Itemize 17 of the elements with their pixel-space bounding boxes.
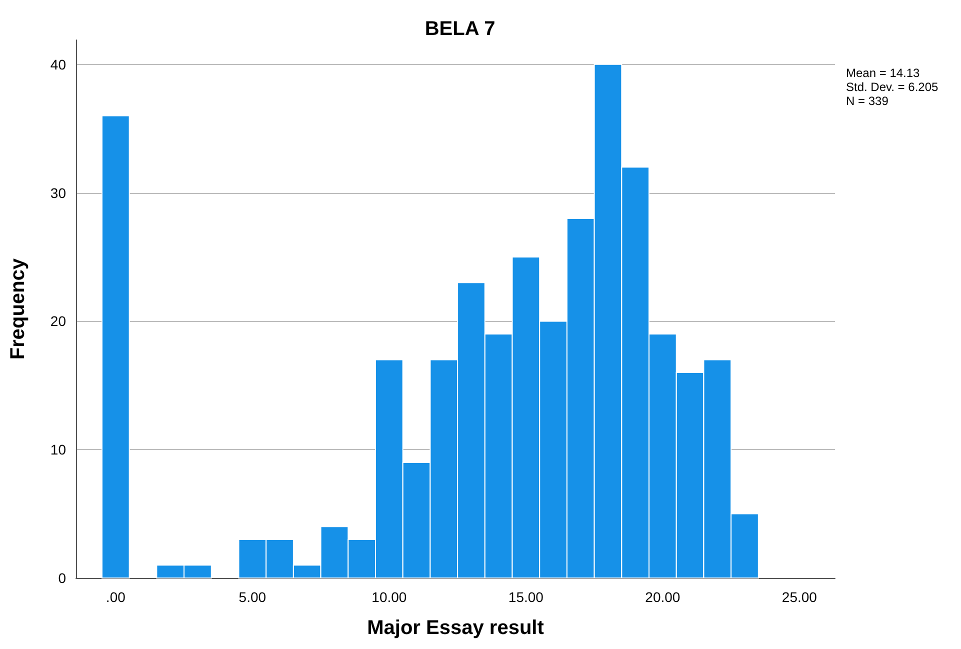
y-tick-label: 0	[58, 570, 66, 586]
x-tick-label: 5.00	[238, 589, 266, 605]
text: Mean = 14.13	[846, 66, 920, 80]
text: N = 339	[846, 94, 889, 108]
x-tick-label: .00	[106, 589, 126, 605]
chart-title: BELA 7	[424, 18, 496, 40]
x-tick-label: 25.00	[782, 589, 818, 605]
x-axis-title: Major Essay result	[367, 617, 544, 639]
text: Std. Dev. = 6.205	[846, 80, 938, 94]
x-tick-label: 15.00	[508, 589, 544, 605]
y-tick-label: 40	[50, 56, 66, 72]
y-tick-label: 20	[50, 313, 66, 330]
x-tick-label: 10.00	[372, 589, 407, 605]
x-tick-label: 20.00	[645, 589, 680, 605]
y-tick-label: 30	[50, 184, 66, 201]
y-tick-label: 10	[50, 442, 66, 458]
y-axis-title: Frequency	[7, 258, 29, 360]
